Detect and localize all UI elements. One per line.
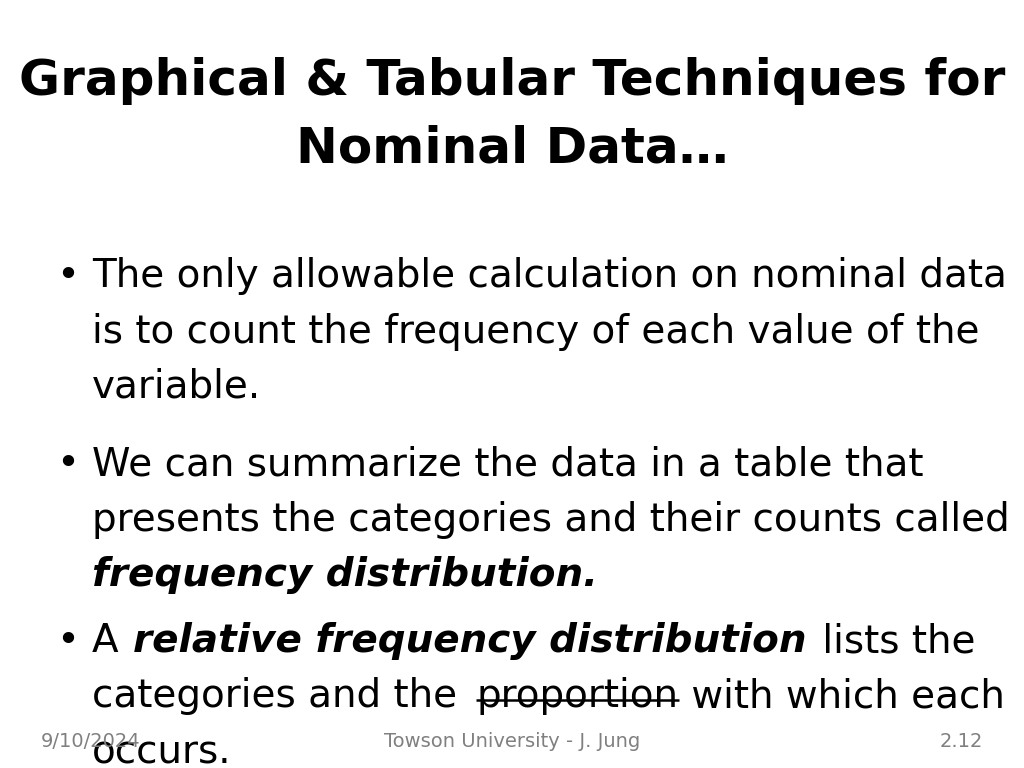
Text: Towson University - J. Jung: Towson University - J. Jung <box>384 732 640 751</box>
Text: relative frequency distribution: relative frequency distribution <box>132 622 806 660</box>
Text: We can summarize the data in a table that: We can summarize the data in a table tha… <box>92 445 924 483</box>
Text: The only allowable calculation on nominal data: The only allowable calculation on nomina… <box>92 257 1007 295</box>
Text: categories and the: categories and the <box>92 677 470 715</box>
Text: with which each: with which each <box>679 677 1005 715</box>
Text: 2.12: 2.12 <box>940 732 983 751</box>
Text: •: • <box>56 257 79 295</box>
Text: •: • <box>56 622 79 660</box>
Text: variable.: variable. <box>92 368 261 406</box>
Text: Nominal Data…: Nominal Data… <box>296 124 728 172</box>
Text: 9/10/2024: 9/10/2024 <box>41 732 140 751</box>
Text: occurs.: occurs. <box>92 733 231 768</box>
Text: is to count the frequency of each value of the: is to count the frequency of each value … <box>92 313 980 350</box>
Text: proportion: proportion <box>476 677 678 715</box>
Text: lists the: lists the <box>810 622 975 660</box>
Text: presents the categories and their counts called a: presents the categories and their counts… <box>92 501 1024 538</box>
Text: Graphical & Tabular Techniques for: Graphical & Tabular Techniques for <box>18 57 1006 104</box>
Text: frequency distribution.: frequency distribution. <box>92 556 598 594</box>
Text: •: • <box>56 445 79 483</box>
Text: A: A <box>92 622 131 660</box>
